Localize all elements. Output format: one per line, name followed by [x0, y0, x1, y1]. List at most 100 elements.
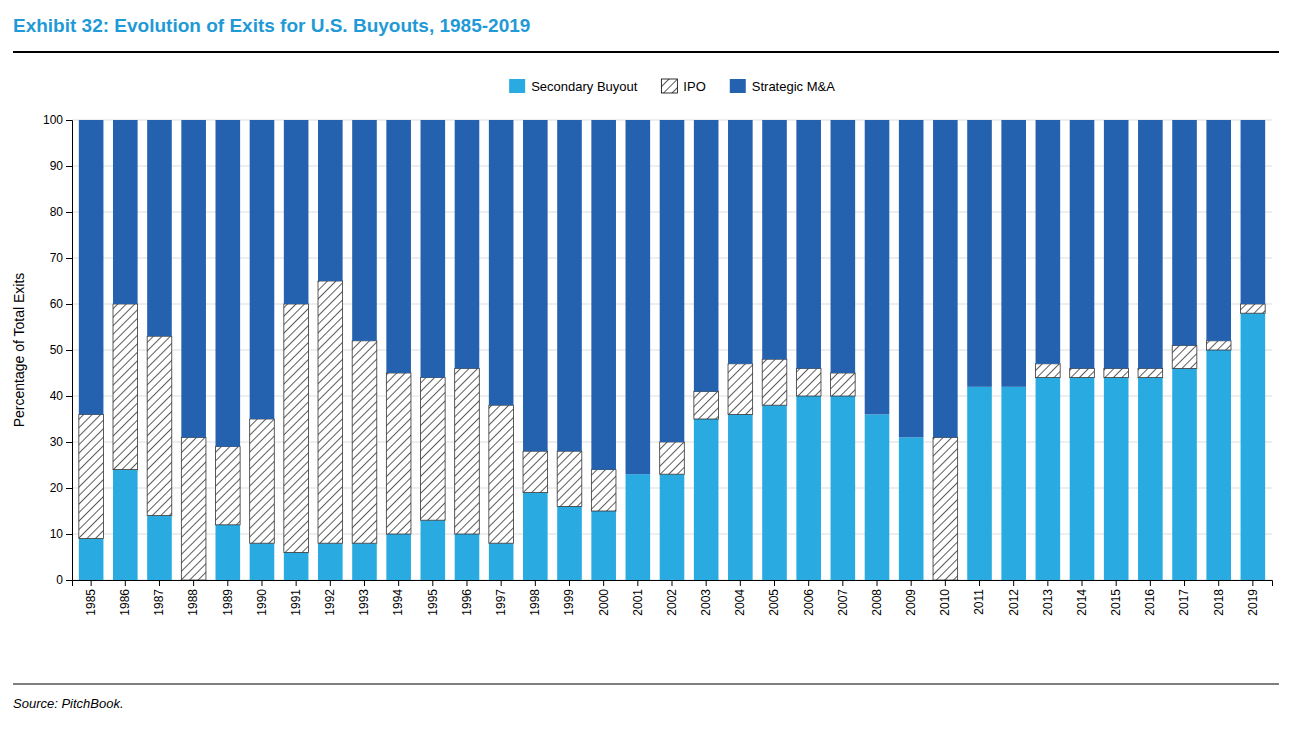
bar	[660, 442, 685, 474]
bar	[489, 405, 514, 543]
series	[79, 120, 1265, 474]
x-tick-mark	[1184, 580, 1185, 586]
x-tick-mark	[1013, 580, 1014, 586]
x-axis: 1985198619871988198919901991199219931994…	[73, 580, 1273, 616]
bar	[250, 419, 275, 543]
y-tick: 90	[50, 159, 72, 173]
x-tick-mark	[501, 580, 502, 586]
x-tick-label: 2010	[938, 589, 952, 616]
bar	[933, 120, 958, 437]
bar	[728, 414, 753, 580]
bar	[318, 120, 343, 281]
bar	[284, 552, 309, 580]
bar	[216, 447, 241, 525]
bar	[967, 120, 992, 387]
bar	[967, 387, 992, 580]
bar	[455, 368, 480, 534]
x-tick-label: 1990	[255, 589, 269, 616]
bar	[694, 391, 719, 419]
x-tick: 1991	[289, 580, 303, 616]
bar	[1070, 378, 1095, 580]
bar	[1036, 378, 1061, 580]
bars	[79, 120, 1265, 580]
legend-item: IPO	[661, 79, 705, 94]
bar	[113, 304, 138, 470]
bar	[1138, 120, 1163, 368]
bar	[79, 539, 104, 580]
y-tick-label: 40	[50, 389, 64, 403]
x-tick-mark	[261, 580, 262, 586]
title-rule	[13, 51, 1279, 53]
bar	[660, 120, 685, 442]
x-tick-mark	[398, 580, 399, 586]
x-tick-label: 2003	[699, 589, 713, 616]
x-tick: 2016	[1143, 580, 1157, 616]
bar	[523, 493, 548, 580]
x-tick-label: 2014	[1075, 589, 1089, 616]
x-tick-mark	[706, 580, 707, 586]
legend-item: Strategic M&A	[730, 79, 835, 94]
x-tick-label: 1991	[289, 589, 303, 616]
bar	[796, 396, 821, 580]
title: Exhibit 32: Evolution of Exits for U.S. …	[13, 15, 530, 36]
bar	[216, 120, 241, 447]
x-tick-label: 2011	[972, 589, 986, 615]
x-tick-label: 1985	[84, 589, 98, 616]
bar	[421, 120, 446, 378]
bar	[762, 405, 787, 580]
bar	[865, 414, 890, 580]
x-tick-mark	[1082, 580, 1083, 586]
bar	[1241, 120, 1266, 304]
x-tick-label: 1995	[426, 589, 440, 616]
x-tick: 2002	[665, 580, 679, 616]
bar	[557, 451, 582, 506]
x-tick-mark	[125, 580, 126, 586]
bar	[591, 470, 616, 511]
x-tick-mark	[432, 580, 433, 586]
x-tick-label: 2012	[1007, 589, 1021, 616]
x-tick-label: 2002	[665, 589, 679, 616]
x-tick-label: 2009	[904, 589, 918, 616]
x-tick-mark	[466, 580, 467, 586]
bar	[489, 120, 514, 405]
bar	[318, 281, 343, 543]
y-tick-label: 90	[50, 159, 64, 173]
y-tick-label: 60	[50, 297, 64, 311]
x-tick-label: 1998	[528, 589, 542, 616]
y-tick: 20	[50, 481, 72, 495]
bar	[1036, 120, 1061, 364]
x-tick-label: 2013	[1041, 589, 1055, 616]
bar	[1206, 120, 1231, 341]
x-tick-mark	[364, 580, 365, 586]
x-tick-mark	[535, 580, 536, 586]
y-tick-label: 0	[56, 573, 63, 587]
x-tick: 1988	[186, 580, 200, 616]
x-tick-label: 2008	[870, 589, 884, 616]
x-tick-mark	[1150, 580, 1151, 586]
y-tick-mark	[66, 488, 72, 489]
bar	[352, 120, 377, 341]
x-tick: 2010	[938, 580, 952, 616]
x-tick: 1990	[255, 580, 269, 616]
x-tick-label: 2000	[597, 589, 611, 616]
bar	[865, 120, 890, 414]
x-tick: 1997	[494, 580, 508, 616]
bar	[113, 120, 138, 304]
y-tick-label: 70	[50, 251, 64, 265]
bar	[626, 474, 651, 580]
x-tick: 2007	[836, 580, 850, 616]
x-tick-label: 1993	[357, 589, 371, 616]
y-tick-label: 20	[50, 481, 64, 495]
bar	[386, 120, 411, 373]
x-tick-mark	[91, 580, 92, 586]
x-tick-mark	[1047, 580, 1048, 586]
bar	[147, 120, 172, 336]
bar	[796, 368, 821, 396]
x-tick: 2017	[1177, 580, 1191, 616]
bar	[1104, 378, 1129, 580]
x-tick: 2013	[1041, 580, 1055, 616]
bar	[660, 474, 685, 580]
y-tick-mark	[66, 166, 72, 167]
legend-swatch	[730, 79, 746, 93]
bar	[557, 120, 582, 451]
